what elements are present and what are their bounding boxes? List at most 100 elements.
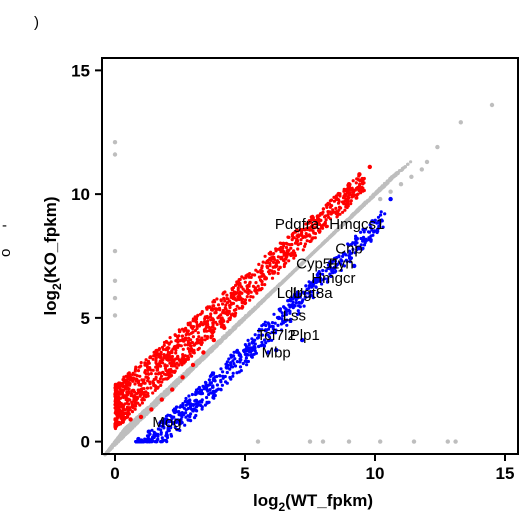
point-unchanged-0: [489, 102, 495, 108]
point-down-9: [263, 328, 268, 333]
point-unchanged-13: [112, 295, 118, 301]
point-down-8: [276, 315, 281, 321]
point-unchanged-20: [411, 439, 417, 444]
point-unchanged-12: [112, 278, 118, 283]
point-up-0: [367, 164, 372, 170]
y-tick-label-1: 5: [81, 309, 90, 328]
x-tick-label-3: 15: [496, 464, 515, 483]
gene-label-mbp: Mbp: [262, 345, 291, 362]
gene-label-mog: Mog: [152, 414, 181, 431]
point-unchanged-9: [112, 140, 118, 145]
gene-label-cnp: Cnp: [335, 241, 363, 258]
points-layer: [103, 102, 495, 457]
point-unchanged-17: [320, 439, 326, 444]
point-unchanged-5: [409, 174, 414, 179]
x-axis: 0 5 10 15: [110, 454, 514, 483]
gene-label-tcf7l2: Tcf7l2: [257, 327, 296, 344]
point-down-15: [185, 399, 190, 405]
point-up-12: [242, 300, 248, 306]
gene-label-fyn: Fyn: [329, 255, 354, 272]
point-down-23: [352, 263, 357, 269]
point-up-15: [211, 337, 216, 343]
point-down-3: [341, 251, 346, 256]
x-tick-label-2: 10: [366, 464, 385, 483]
point-up-2: [346, 182, 352, 187]
point-down-21: [274, 347, 279, 353]
point-down-2: [354, 236, 359, 241]
y-axis: 0 5 10 15: [71, 61, 102, 452]
point-down-6: [302, 290, 307, 296]
point-up-10: [263, 276, 268, 281]
point-down-14: [198, 389, 203, 395]
gene-label-ldlr: Ldlr: [277, 285, 302, 302]
point-up-17: [190, 362, 196, 368]
point-down-13: [211, 377, 216, 382]
point-down-10: [250, 340, 255, 345]
point-up-13: [232, 313, 237, 318]
density-unchanged: [103, 160, 413, 457]
edge-mark-top: ): [34, 14, 39, 31]
density-up: [113, 174, 366, 431]
point-down-16: [172, 409, 177, 415]
gene-label-plp1: Plp1: [290, 327, 320, 344]
point-unchanged-3: [424, 159, 430, 165]
point-unchanged-2: [435, 144, 440, 150]
series-unchanged: [112, 102, 495, 444]
density-down: [134, 210, 387, 444]
y-tick-label-3: 15: [71, 61, 90, 80]
point-up-4: [326, 201, 331, 207]
point-unchanged-14: [112, 313, 118, 318]
series-down: [136, 196, 393, 442]
point-up-9: [274, 263, 279, 269]
point-down-5: [315, 278, 320, 283]
plot-frame: [101, 57, 519, 455]
gene-label-cyp51: Cyp51: [296, 255, 339, 272]
point-down-7: [289, 303, 294, 308]
gene-label-lss: Lss: [283, 307, 306, 324]
point-up-3: [336, 191, 341, 197]
point-up-20: [159, 397, 164, 402]
point-unchanged-11: [112, 248, 118, 254]
x-tick-label-1: 5: [240, 464, 249, 483]
point-unchanged-7: [388, 189, 393, 194]
point-unchanged-8: [378, 196, 383, 202]
point-unchanged-1: [458, 120, 463, 125]
point-up-7: [294, 239, 300, 244]
x-axis-title: log2(WT_fpkm): [253, 491, 373, 514]
gene-label-hmgcr: Hmgcr: [311, 270, 355, 287]
point-down-4: [328, 266, 333, 271]
point-unchanged-15: [255, 439, 261, 444]
point-up-14: [222, 325, 227, 330]
point-up-22: [138, 414, 144, 420]
point-up-16: [201, 350, 206, 355]
point-down-22: [266, 350, 271, 355]
point-up-5: [315, 214, 320, 219]
point-up-19: [170, 387, 175, 392]
point-down-17: [159, 419, 164, 424]
gene-label-ugt8a: Ugt8a: [293, 285, 334, 302]
edge-mark-left-letter: o: [0, 249, 14, 257]
edge-mark-left-dash: -: [2, 217, 7, 234]
y-axis-title: log2(KO_fpkm): [41, 196, 64, 315]
y-tick-label-0: 0: [81, 433, 90, 452]
point-down-12: [224, 365, 229, 370]
point-down-1: [370, 219, 375, 224]
gene-label-pdgfra: Pdgfra: [275, 216, 320, 233]
point-up-6: [305, 226, 310, 231]
point-unchanged-22: [453, 439, 458, 444]
x-tick-label-0: 0: [110, 464, 119, 483]
point-up-18: [180, 375, 185, 380]
point-unchanged-18: [346, 439, 352, 444]
point-unchanged-10: [112, 152, 118, 157]
point-up-8: [284, 251, 289, 256]
point-down-11: [237, 352, 242, 358]
point-up-11: [253, 288, 258, 293]
point-up-1: [357, 172, 362, 177]
point-up-21: [149, 407, 154, 412]
point-down-0: [388, 196, 393, 202]
point-down-18: [146, 429, 151, 434]
series-up: [120, 164, 372, 424]
point-up-24: [120, 419, 126, 424]
